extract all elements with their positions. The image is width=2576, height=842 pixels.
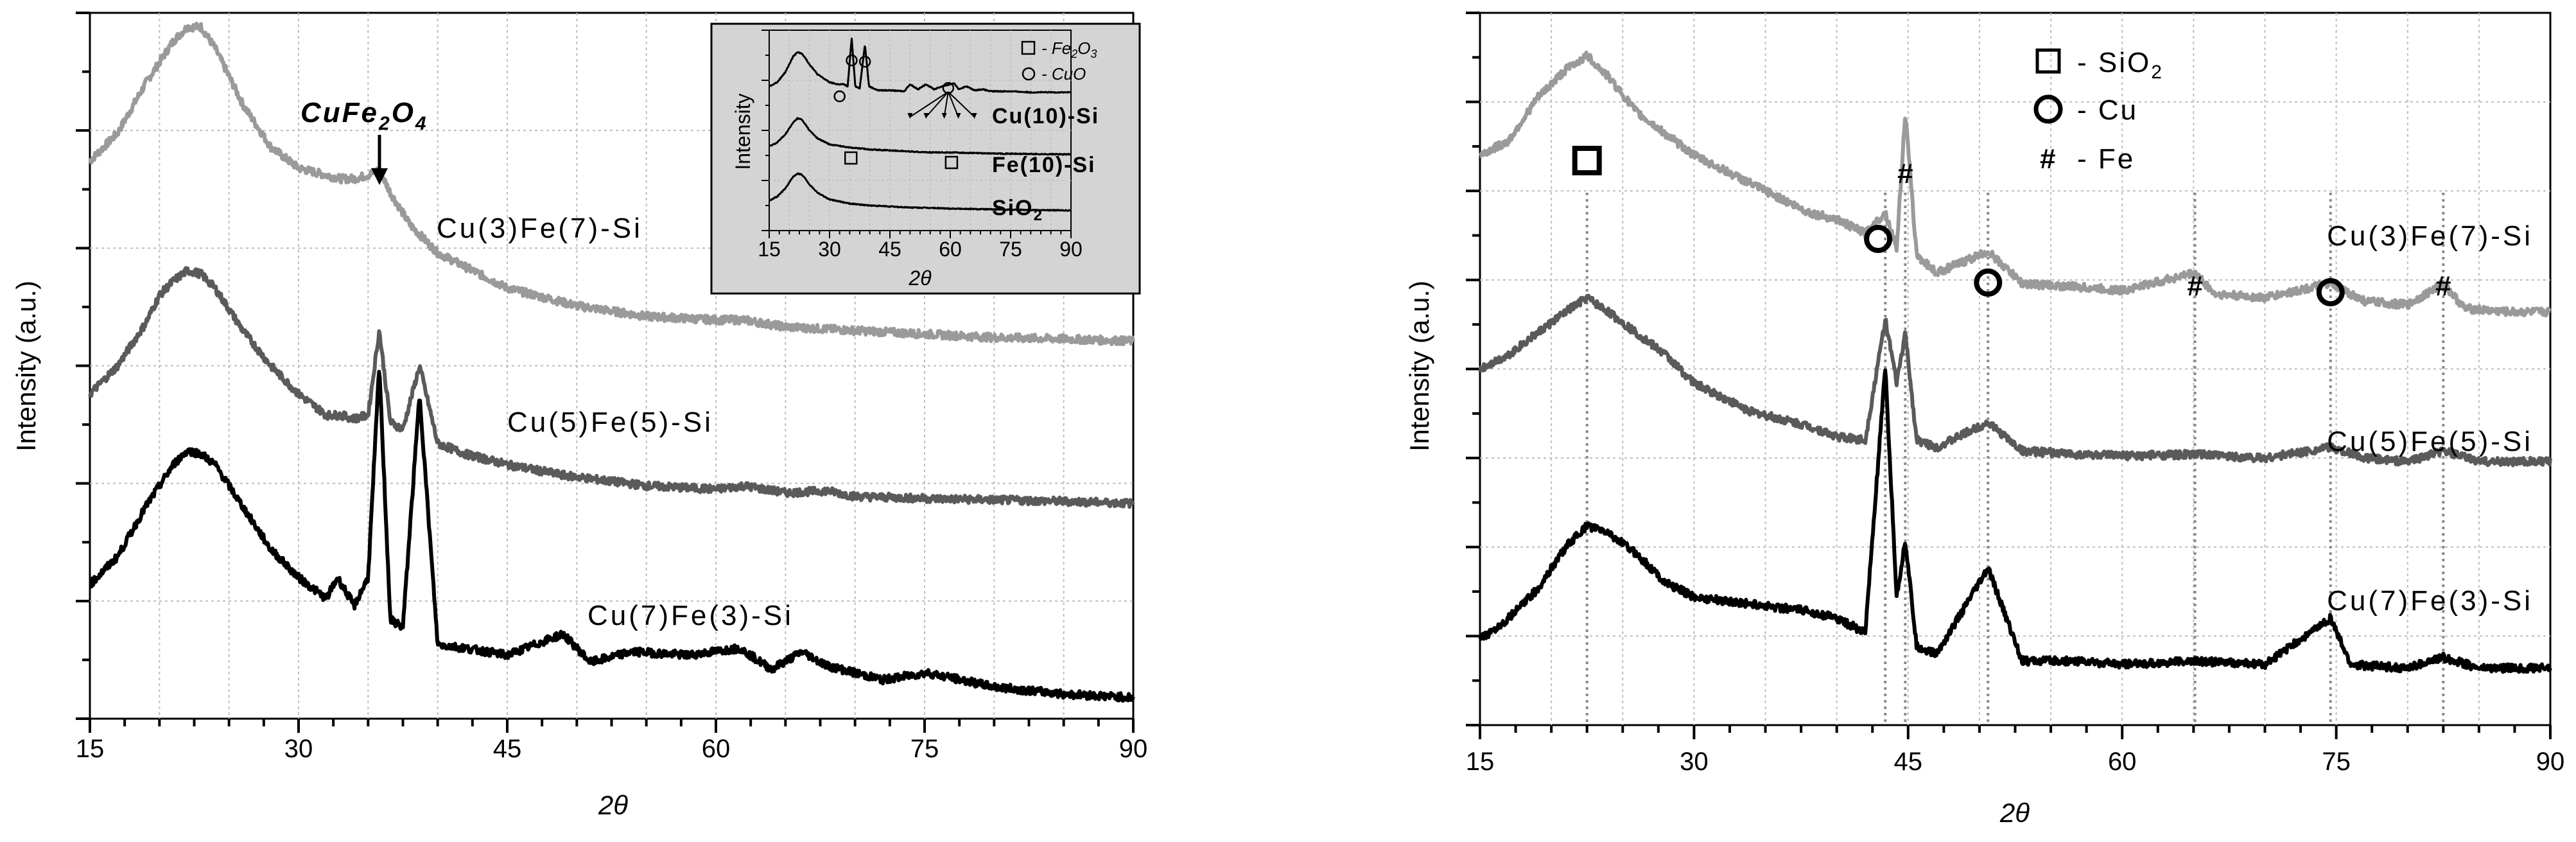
legend-cu: - Cu	[2077, 94, 2138, 126]
series-line-2	[89, 369, 1135, 703]
x-tick-label: 90	[1059, 238, 1083, 261]
series-line-1	[1478, 294, 2552, 468]
cufe2o4-annotation: CuFe2O4	[300, 97, 428, 134]
left-y-axis-label: Intensity (a.u.)	[11, 281, 41, 452]
series-line-0	[1479, 50, 2552, 318]
cuo-pointer-arrow	[925, 91, 949, 118]
inset-legend-cuo: - CuO	[1041, 64, 1086, 83]
right-series-label-cu3fe7: Cu(3)Fe(7)-Si	[2327, 220, 2533, 252]
x-tick-label: 45	[878, 238, 901, 261]
left-ticks	[76, 12, 1135, 733]
right-ticks	[1466, 12, 2552, 739]
inset-chart: 15 30 45 60 75 90 2θ Intensity Cu(10)-Si Fe(1…	[710, 22, 1141, 295]
x-tick-label: 45	[493, 735, 522, 763]
x-tick-label: 30	[818, 238, 841, 261]
x-tick-label: 90	[2536, 748, 2565, 776]
legend-square-icon	[2035, 48, 2061, 74]
right-legend: - SiO2 - Cu # - Fe	[2033, 47, 2164, 175]
right-series-label-cu5fe5: Cu(5)Fe(5)-Si	[2327, 426, 2533, 457]
right-phase-markers: # # #	[1572, 146, 2451, 306]
inset-x-axis-label: 2θ	[908, 267, 932, 290]
inset-legend-circle-icon	[1022, 67, 1036, 81]
inset-legend-square-icon	[1021, 40, 1036, 55]
inset-label-fe10: Fe(10)-Si	[992, 153, 1096, 177]
arrow-head-icon	[907, 113, 913, 119]
legend-sio2: - SiO2	[2077, 47, 2164, 83]
series-line-1	[88, 266, 1135, 509]
left-x-axis-label: 2θ	[598, 790, 628, 820]
hash-marker-icon: #	[2435, 270, 2451, 302]
right-series-label-cu7fe3: Cu(7)Fe(3)-Si	[2327, 585, 2533, 617]
x-tick-label: 15	[76, 735, 105, 763]
circle-marker-icon	[1864, 225, 1893, 253]
x-tick-label: 60	[702, 735, 731, 763]
cuo-circle-icon	[833, 90, 846, 103]
x-tick-label: 75	[2322, 748, 2351, 776]
inset-background	[710, 22, 1141, 295]
arrow-head-icon	[923, 113, 929, 119]
inset-legend-fe2o3: - Fe2O3	[1041, 39, 1097, 60]
cuo-circle-icon	[858, 55, 871, 68]
left-series-label-cu5fe5: Cu(5)Fe(5)-Si	[507, 407, 713, 438]
fe2o3-square-icon	[944, 155, 959, 170]
hash-marker-icon: #	[2187, 270, 2202, 302]
legend-circle-icon	[2033, 94, 2063, 124]
x-tick-label: 90	[1119, 735, 1148, 763]
right-x-axis-label: 2θ	[1999, 798, 2030, 828]
cuo-pointer-arrow	[948, 91, 975, 118]
square-marker-icon	[1572, 146, 1602, 175]
x-tick-label: 30	[284, 735, 313, 763]
x-tick-label: 60	[939, 238, 962, 261]
series-line-2	[769, 172, 1072, 212]
hash-marker-icon: #	[1897, 158, 1913, 189]
x-tick-label: 15	[758, 238, 781, 261]
left-series-label-cu3fe7: Cu(3)Fe(7)-Si	[437, 213, 643, 244]
x-tick-label: 60	[2108, 748, 2137, 776]
arrow-head-icon	[971, 113, 977, 119]
right-chart: # # # 15 30 45 60 75 90 2θ Intensity (a.u.) Cu(…	[1404, 12, 2565, 828]
arrow-head-icon	[941, 113, 947, 119]
legend-hash-icon: #	[2040, 143, 2055, 175]
series-line-0	[88, 21, 1135, 346]
x-tick-label: 15	[1466, 748, 1495, 776]
inset-x-tick-labels: 15 30 45 60 75 90	[758, 238, 1083, 261]
cuo-circle-icon	[846, 54, 858, 67]
x-tick-label: 75	[910, 735, 939, 763]
x-tick-label: 75	[999, 238, 1022, 261]
cufe2o4-arrow	[371, 135, 388, 185]
circle-marker-icon	[1974, 268, 2003, 297]
series-line-1	[769, 117, 1072, 156]
right-x-tick-labels: 15 30 45 60 75 90	[1466, 748, 2565, 776]
inset-series	[769, 37, 1072, 212]
left-chart: 15 30 45 60 75 90 2θ Intensity (a.u.) Cu(3)Fe…	[11, 12, 1148, 820]
cuo-pointer-arrow	[947, 91, 959, 118]
inset-label-sio2: SiO2	[992, 196, 1043, 224]
left-series	[88, 21, 1135, 703]
fe2o3-square-icon	[844, 151, 858, 165]
arrow-head-icon	[955, 113, 961, 119]
left-x-tick-labels: 15 30 45 60 75 90	[76, 735, 1148, 763]
circle-marker-icon	[2316, 278, 2345, 306]
inset-label-cu10: Cu(10)-Si	[992, 104, 1099, 128]
left-series-label-cu7fe3: Cu(7)Fe(3)-Si	[587, 600, 794, 631]
inset-markers	[833, 54, 977, 170]
inset-y-axis-label: Intensity	[731, 93, 754, 170]
legend-fe: - Fe	[2077, 143, 2135, 175]
series-line-2	[1478, 368, 2552, 674]
series-line-0	[769, 37, 1072, 94]
cuo-pointer-arrow	[909, 91, 949, 118]
right-series	[1478, 50, 2552, 674]
inset-ticks	[761, 30, 1072, 238]
x-tick-label: 45	[1894, 748, 1923, 776]
cuo-pointer-arrow	[943, 91, 949, 118]
right-reference-lines	[1585, 193, 2445, 725]
x-tick-label: 30	[1680, 748, 1709, 776]
right-y-axis-label: Intensity (a.u.)	[1404, 281, 1434, 452]
